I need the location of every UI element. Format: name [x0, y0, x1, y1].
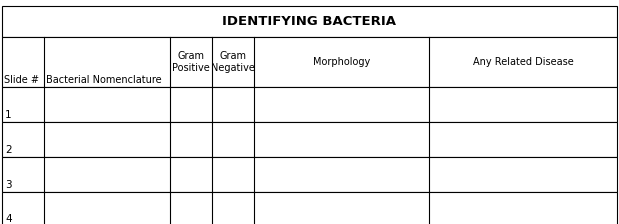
Text: Gram
Positive: Gram Positive [172, 51, 210, 73]
Text: 1: 1 [5, 110, 12, 120]
Text: Morphology: Morphology [313, 57, 370, 67]
Text: Bacterial Nomenclature: Bacterial Nomenclature [46, 75, 162, 85]
Text: Any Related Disease: Any Related Disease [473, 57, 573, 67]
Text: 3: 3 [5, 180, 12, 190]
Bar [2, 122, 617, 157]
Text: Gram
Negative: Gram Negative [210, 51, 254, 73]
Bar [2, 157, 617, 192]
Text: Slide #: Slide # [4, 75, 40, 85]
Text: 4: 4 [5, 214, 12, 224]
Bar [2, 87, 617, 122]
Bar [2, 37, 617, 87]
Bar [2, 192, 617, 224]
Text: IDENTIFYING BACTERIA: IDENTIFYING BACTERIA [222, 15, 397, 28]
Text: 2: 2 [5, 145, 12, 155]
Bar [2, 6, 617, 37]
